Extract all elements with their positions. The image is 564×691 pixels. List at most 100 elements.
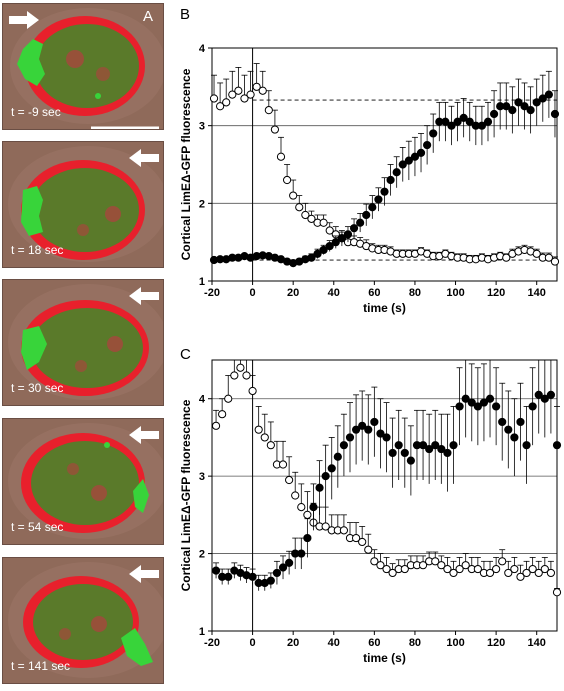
data-point-filled: [479, 398, 489, 407]
data-point-open: [540, 564, 549, 574]
data-point-filled: [266, 576, 275, 585]
x-tick-label: -20: [204, 637, 220, 649]
y-tick-label: 1: [199, 626, 205, 638]
data-point-open: [532, 249, 541, 258]
data-point-filled: [394, 441, 403, 450]
data-point-filled: [489, 109, 499, 119]
micrograph-frame-3: t = 30 sec: [2, 279, 164, 406]
data-point-open: [266, 441, 275, 450]
y-tick-label: 4: [199, 394, 206, 406]
y-tick-label: 2: [199, 198, 205, 210]
x-tick-label: 100: [446, 637, 464, 649]
data-point-filled: [516, 417, 525, 427]
data-point-open: [358, 537, 367, 547]
data-point-filled: [455, 402, 464, 411]
arrow-left-icon: [129, 149, 159, 167]
data-point-filled: [431, 441, 440, 450]
data-point-filled: [364, 425, 373, 434]
data-point-open: [289, 191, 298, 200]
data-point-filled: [224, 572, 233, 581]
chart-b-svg: -20 0 20 40 60 80 100 120 140 1 2 3 4 time (s) Cortica…: [180, 43, 560, 315]
data-point-filled: [467, 398, 476, 407]
x-tick-label: 20: [287, 287, 299, 299]
data-point-filled: [313, 249, 322, 258]
data-point-filled: [502, 102, 511, 111]
data-point-open: [301, 210, 310, 220]
time-label-2: t = 18 sec: [11, 243, 64, 257]
data-point-open: [224, 394, 233, 403]
data-point-open: [246, 90, 255, 99]
data-point-open: [307, 214, 316, 223]
data-point-filled: [520, 102, 529, 111]
y-tick-label: 3: [199, 121, 205, 133]
data-point-open: [351, 533, 361, 543]
data-point-open: [546, 568, 556, 578]
data-point-open: [236, 363, 245, 372]
data-point-open: [382, 564, 391, 574]
micrograph-frame-1: A t = -9 sec: [2, 3, 164, 130]
plot-frame: [211, 47, 558, 282]
data-point-filled: [368, 203, 377, 212]
panel-letter-b: B: [180, 6, 191, 23]
data-point-filled: [544, 90, 553, 99]
data-point-filled: [534, 390, 543, 399]
data-point-open: [418, 561, 428, 570]
time-label-3: t = 30 sec: [11, 381, 64, 395]
data-point-open: [492, 564, 501, 574]
data-point-filled: [278, 563, 288, 572]
data-point-filled: [303, 533, 312, 543]
cell-image-4: [8, 423, 163, 539]
data-point-open: [370, 557, 379, 566]
data-point-filled: [514, 98, 523, 107]
arrow-left-icon: [129, 287, 159, 305]
data-point-open: [278, 460, 288, 469]
data-point-open: [400, 564, 409, 574]
y-tick-label: 3: [199, 471, 205, 483]
x-tick-label: 60: [368, 637, 380, 649]
data-point-open: [550, 257, 560, 266]
data-point-filled: [423, 140, 432, 150]
y-axis-label: Cortical LimEΔ-GFP fluorescence: [180, 399, 193, 591]
arrow-left-icon: [129, 565, 159, 583]
data-point-filled: [307, 253, 316, 262]
data-point-filled: [337, 234, 346, 243]
data-point-filled: [552, 441, 562, 450]
data-point-filled: [532, 98, 541, 107]
data-point-open: [498, 557, 507, 566]
data-point-filled: [315, 483, 324, 492]
x-tick-label: 0: [250, 637, 256, 649]
x-tick-label: 140: [528, 637, 546, 649]
data-point-open: [216, 102, 225, 111]
data-point-filled: [528, 402, 537, 411]
data-point-filled: [321, 472, 330, 481]
arrow-right-icon: [9, 11, 39, 29]
x-tick-label: 60: [368, 287, 380, 299]
data-point-open: [325, 226, 334, 235]
data-point-open: [228, 90, 237, 99]
data-point-open: [522, 568, 531, 578]
y-axis-label: Cortical LimEΔ-GFP fluorescence: [180, 68, 193, 260]
data-point-filled: [508, 106, 517, 115]
data-point-filled: [485, 394, 495, 403]
data-point-open: [502, 253, 511, 262]
data-point-filled: [325, 241, 334, 251]
data-point-open: [510, 564, 519, 574]
micrograph-frame-2: t = 18 sec: [2, 141, 164, 268]
x-tick-label: 140: [528, 287, 546, 299]
arrow-left-icon: [129, 426, 159, 444]
data-point-filled: [309, 503, 318, 512]
data-point-filled: [492, 402, 501, 411]
data-point-filled: [356, 218, 365, 227]
cell-image-3: [8, 284, 163, 400]
x-tick-label: 80: [409, 637, 421, 649]
x-tick-label: 120: [487, 637, 505, 649]
chart-c-svg: -20 0 20 40 60 80 100 120 140 1 2 3 4 time (s) Cortica…: [180, 359, 562, 665]
x-tick-label: 120: [487, 287, 505, 299]
data-point-filled: [410, 152, 420, 161]
data-point-filled: [465, 117, 474, 126]
data-point-open: [270, 125, 280, 134]
data-point-filled: [319, 245, 328, 255]
data-point-filled: [297, 549, 306, 558]
plot-frame: [211, 359, 558, 632]
y-tick-label: 1: [199, 276, 205, 288]
